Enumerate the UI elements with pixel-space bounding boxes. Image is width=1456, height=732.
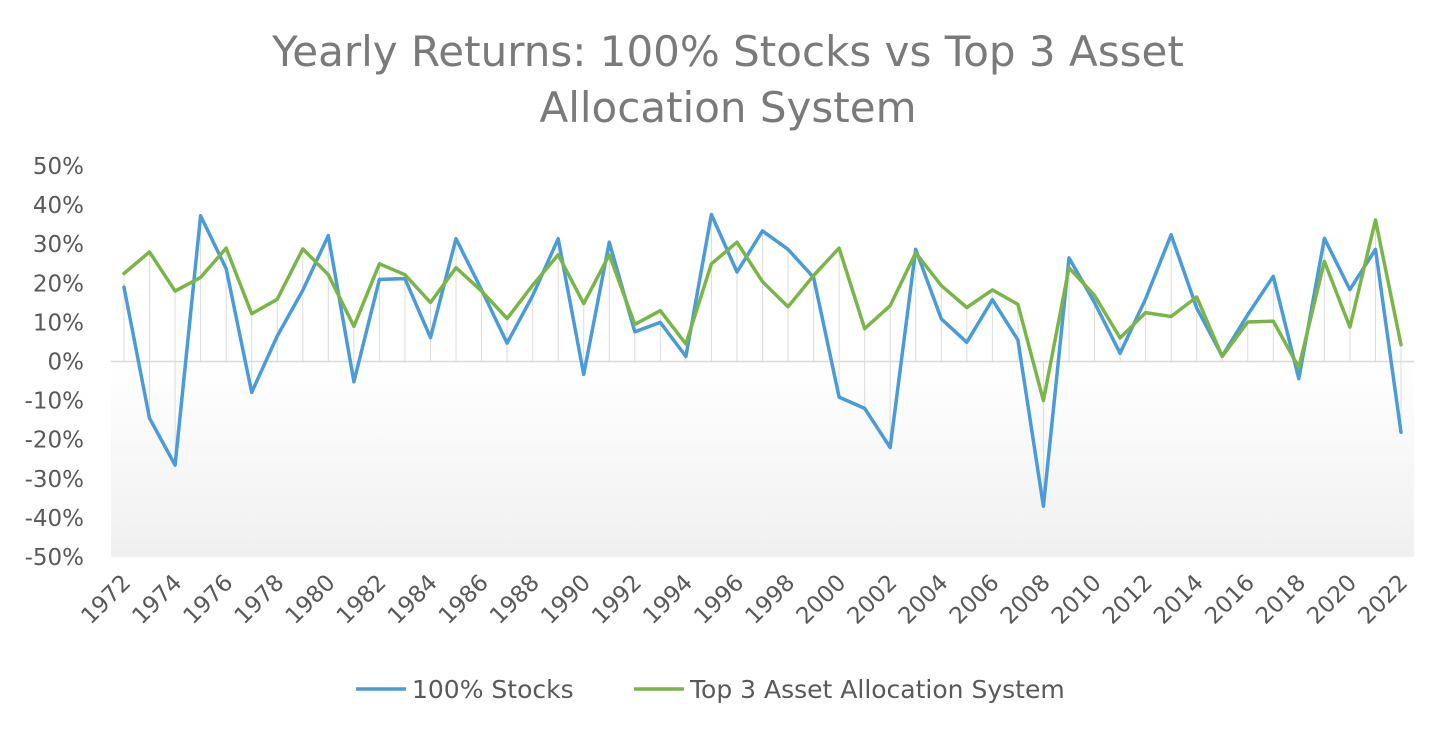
- y-tick-label: 10%: [33, 310, 84, 336]
- y-tick-label: 50%: [33, 154, 84, 180]
- x-tick-label: 2000: [792, 570, 852, 630]
- series-line-100-stocks: [122, 212, 1403, 508]
- chart-title-line-2: Allocation System: [539, 83, 916, 132]
- x-tick-label: 1998: [740, 570, 800, 630]
- y-tick-label: -50%: [25, 545, 84, 571]
- y-tick-label: -20%: [25, 428, 84, 454]
- legend-label-top3-system: Top 3 Asset Allocation System: [689, 675, 1065, 704]
- x-tick-label: 1980: [281, 570, 341, 630]
- legend-label-100-stocks: 100% Stocks: [412, 675, 574, 704]
- y-tick-label: 30%: [33, 232, 84, 258]
- x-tick-label: 1984: [383, 570, 443, 630]
- x-tick-label: 1994: [638, 570, 698, 630]
- x-tick-label: 2014: [1149, 570, 1209, 630]
- x-tick-label: 2008: [996, 570, 1056, 630]
- x-axis-tick-labels: 1972197419761978198019821984198619881990…: [76, 570, 1413, 630]
- x-tick-label: 2006: [945, 570, 1005, 630]
- y-axis-tick-labels: 50% 40% 30% 20% 10% 0% -10% -20% -30% -40% -50%: [25, 154, 84, 571]
- x-tick-label: 1976: [179, 570, 239, 630]
- x-tick-label: 2022: [1353, 570, 1413, 630]
- y-tick-label: -30%: [25, 467, 84, 493]
- x-tick-label: 1978: [230, 570, 290, 630]
- y-tick-label: 20%: [33, 271, 84, 297]
- x-tick-label: 1972: [76, 570, 136, 630]
- x-tick-label: 2012: [1098, 570, 1158, 630]
- x-tick-label: 1990: [536, 570, 596, 630]
- x-tick-label: 1986: [434, 570, 494, 630]
- legend: 100% Stocks Top 3 Asset Allocation Syste…: [356, 675, 1065, 704]
- chart-title-line-1: Yearly Returns: 100% Stocks vs Top 3 Ass…: [271, 27, 1184, 76]
- x-tick-label: 1996: [689, 570, 749, 630]
- x-tick-label: 1988: [485, 570, 545, 630]
- series-line-top3-system: [122, 218, 1403, 403]
- y-tick-label: 40%: [33, 193, 84, 219]
- x-tick-label: 2020: [1302, 570, 1362, 630]
- x-tick-label: 2018: [1251, 570, 1311, 630]
- x-tick-label: 2010: [1047, 570, 1107, 630]
- y-tick-label: -10%: [25, 389, 84, 415]
- x-tick-label: 1992: [587, 570, 647, 630]
- x-tick-label: 2016: [1200, 570, 1260, 630]
- series-lines: [122, 212, 1403, 508]
- x-tick-label: 2002: [843, 570, 903, 630]
- x-tick-label: 1974: [128, 570, 188, 630]
- x-tick-label: 2004: [894, 570, 954, 630]
- negative-region-shading: [111, 361, 1414, 557]
- y-tick-label: 0%: [48, 350, 85, 376]
- x-tick-label: 1982: [332, 570, 392, 630]
- y-tick-label: -40%: [25, 506, 84, 532]
